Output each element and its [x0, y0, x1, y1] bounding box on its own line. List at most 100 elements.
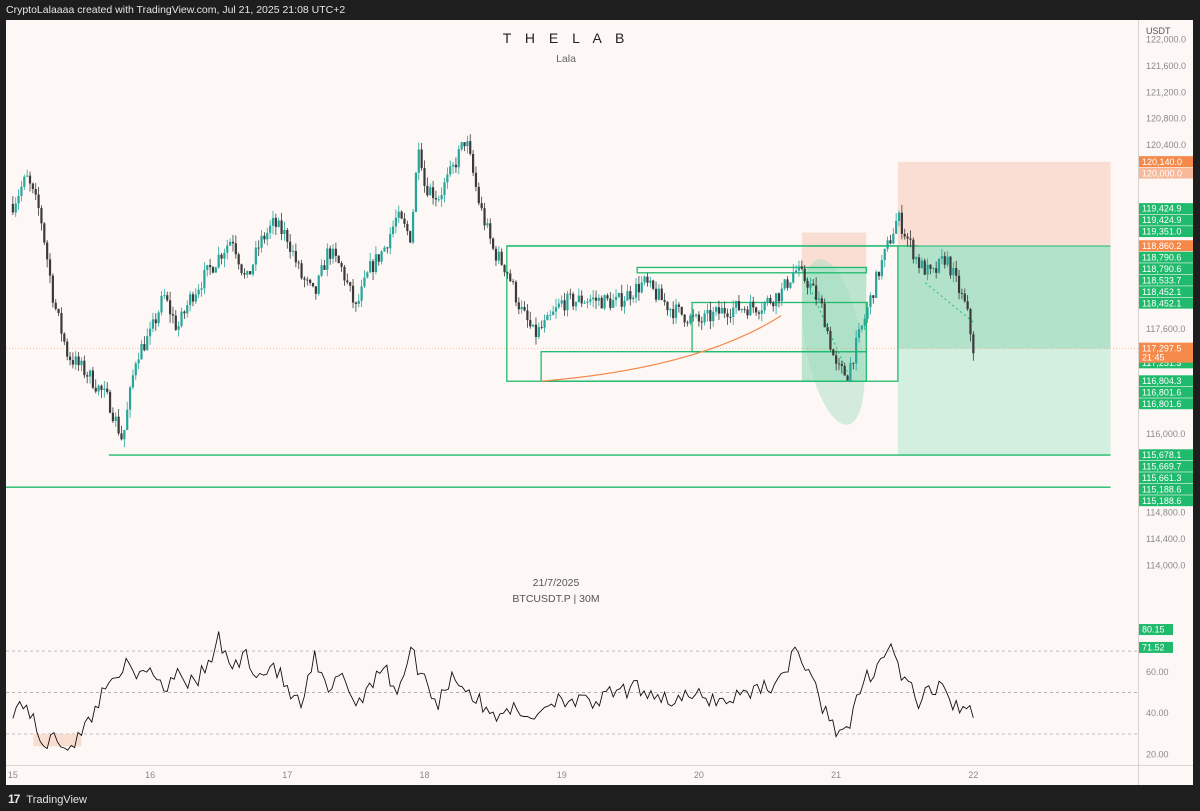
candle-bull [940, 256, 944, 259]
candle-bear [171, 314, 175, 316]
candle-bull [114, 416, 117, 422]
candle-bear [569, 293, 572, 295]
candle-bear [517, 302, 520, 310]
price-badge-label: 118,452.1 [1142, 287, 1181, 297]
candle-bull [80, 360, 83, 366]
candle-bull [383, 247, 386, 252]
rsi-value-badge [1139, 624, 1173, 636]
candle-bear [580, 295, 583, 304]
price-tick-label: 121,200.0 [1146, 87, 1186, 97]
candle-bear [334, 248, 337, 256]
candle-bear [94, 387, 97, 392]
candle-bear [340, 263, 343, 267]
candle-bull [380, 251, 383, 262]
candle-bull [369, 261, 372, 273]
candle-bear [600, 297, 603, 309]
footer-bar: 17 TradingView [0, 788, 1200, 810]
candle-bear [677, 304, 681, 307]
candle-bear [637, 283, 640, 293]
candle-bull [363, 277, 366, 287]
price-badge [1139, 483, 1193, 495]
price-badge-label: 116,801.6 [1142, 399, 1181, 409]
drawings-layer [6, 161, 1138, 488]
candle-bull [775, 293, 778, 307]
candle-bull [460, 142, 463, 150]
candle-bull [188, 294, 192, 306]
candle-bear [168, 300, 172, 315]
range-box-upper [636, 266, 867, 274]
currency-label: USDT [1146, 26, 1171, 36]
candle-bull [669, 309, 672, 311]
candle-bull [617, 293, 620, 297]
price-badge [1139, 449, 1193, 461]
candle-bear [737, 301, 741, 311]
candle-bear [434, 198, 438, 200]
candle-bear [303, 278, 306, 280]
candle-bull [97, 385, 100, 392]
candle-bull [186, 305, 189, 314]
candle-bull [920, 260, 923, 269]
candle-bull [809, 283, 812, 288]
candle-bull [915, 257, 918, 260]
candle-bull [180, 311, 183, 327]
candle-bull [946, 256, 949, 265]
candle-bull [875, 271, 878, 298]
candle-bear [220, 254, 223, 259]
candle-bear [280, 220, 283, 235]
candle-bull [266, 232, 269, 240]
candle-bear [503, 264, 506, 273]
candle-bull [712, 311, 715, 322]
candle-bear [469, 141, 472, 154]
candle-bear [351, 285, 355, 303]
price-badge [1139, 274, 1193, 286]
candle-bear [620, 293, 623, 307]
candle-bull [429, 187, 432, 196]
candle-bull [497, 251, 500, 261]
rsi-value-label: 80.15 [1142, 625, 1165, 635]
candle-bear [68, 356, 72, 361]
candle-bear [889, 240, 892, 244]
candle-bear [86, 375, 89, 377]
candle-bear [120, 433, 123, 440]
candle-bear [314, 286, 317, 294]
candle-bear [234, 243, 237, 255]
price-badge [1139, 286, 1193, 298]
candle-bull [128, 387, 132, 410]
candle-bull [623, 300, 626, 307]
candle-bull [614, 296, 618, 300]
mini-stop-zone [801, 232, 867, 268]
price-badge [1139, 251, 1193, 263]
candle-bear [660, 288, 663, 301]
candle-bull [443, 182, 446, 196]
candle-bear [28, 175, 32, 184]
price-tick-label: 122,000.0 [1146, 35, 1186, 45]
candle-bear [826, 327, 829, 331]
candle-bear [935, 268, 938, 273]
candle-bull [251, 264, 255, 275]
candle-bull [360, 286, 363, 301]
candle-bear [686, 322, 689, 324]
candle-bull [217, 254, 220, 268]
candle-bear [286, 229, 289, 242]
candle-bull [657, 288, 661, 300]
candle-bear [900, 212, 903, 234]
rsi-tick-label: 60.00 [1146, 667, 1169, 677]
candle-bull [126, 409, 129, 430]
candle-bear [31, 183, 34, 189]
price-badge-label: 115,188.6 [1142, 484, 1181, 494]
candle-bull [926, 264, 929, 275]
time-tick-label: 18 [419, 770, 429, 780]
candle-bear [240, 264, 243, 274]
chart-svg[interactable]: 122,000.0 121,600.0 121,200.0 120,800.0 120,… [6, 20, 1193, 785]
candle-bear [354, 302, 357, 304]
candle-bull [131, 375, 135, 388]
chart-frame[interactable]: 122,000.0 121,600.0 121,200.0 120,800.0 120,… [6, 20, 1193, 785]
candle-bear [786, 279, 789, 288]
candle-bull [855, 337, 858, 364]
candle-bull [449, 166, 452, 175]
price-badge-label: 115,188.6 [1142, 496, 1181, 506]
candle-bear [474, 172, 478, 187]
price-badge [1139, 460, 1193, 472]
candle-bear [54, 302, 57, 309]
price-badge [1139, 375, 1193, 387]
